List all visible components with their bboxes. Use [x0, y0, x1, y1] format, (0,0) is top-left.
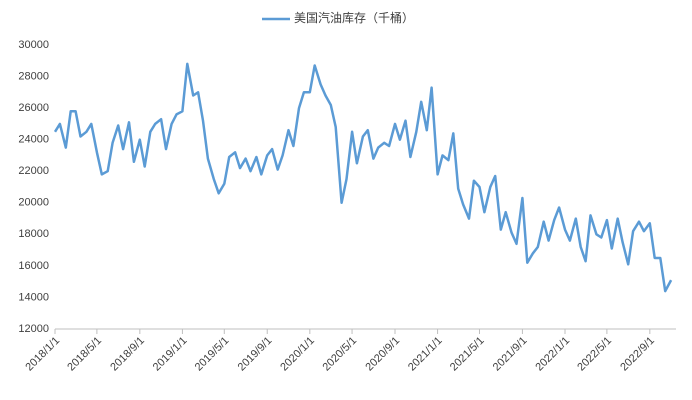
y-tick-label: 24000	[18, 134, 49, 146]
x-tick-label: 2019/5/1	[193, 335, 232, 374]
x-tick-label: 2020/9/1	[363, 335, 402, 374]
x-tick-label: 2022/5/1	[575, 335, 614, 374]
y-tick-label: 30000	[18, 39, 49, 51]
y-tick-label: 14000	[18, 291, 49, 303]
y-tick-label: 20000	[18, 197, 49, 209]
y-tick-label: 16000	[18, 260, 49, 272]
x-tick-label: 2022/9/1	[618, 335, 657, 374]
x-tick-label: 2018/1/1	[23, 335, 62, 374]
x-tick-label: 2018/5/1	[65, 335, 104, 374]
x-tick-label: 2022/1/1	[533, 335, 572, 374]
y-tick-label: 26000	[18, 102, 49, 114]
x-tick-label: 2021/9/1	[491, 335, 530, 374]
x-tick-label: 2021/5/1	[448, 335, 487, 374]
y-tick-label: 22000	[18, 165, 49, 177]
x-tick-label: 2020/5/1	[320, 335, 359, 374]
data-line	[53, 62, 673, 293]
legend-label: 美国汽油库存（千桶）	[294, 10, 414, 25]
x-tick-label: 2021/1/1	[406, 335, 445, 374]
y-tick-label: 18000	[18, 228, 49, 240]
x-tick-label: 2020/1/1	[278, 335, 317, 374]
y-tick-label: 12000	[18, 323, 49, 335]
x-tick-label: 2019/9/1	[236, 335, 275, 374]
y-tick-label: 28000	[18, 70, 49, 82]
x-tick-label: 2019/1/1	[151, 335, 190, 374]
x-tick-label: 2018/9/1	[108, 335, 147, 374]
